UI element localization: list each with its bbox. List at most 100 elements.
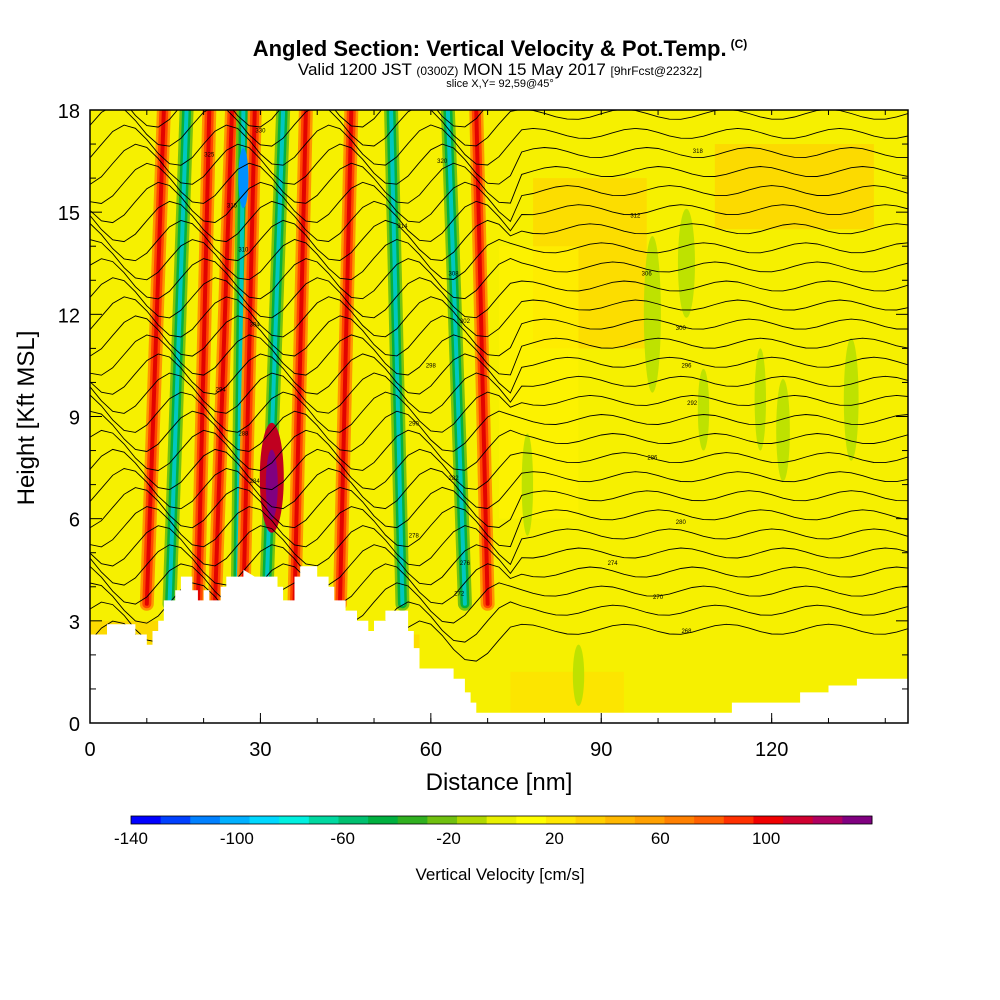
colorbar-swatch (605, 816, 636, 824)
downdraft-core (238, 148, 249, 209)
contour-label: 292 (687, 401, 698, 407)
theta-contour-line (90, 353, 908, 395)
contour-label: 296 (681, 363, 692, 369)
contour-label: 314 (397, 224, 408, 230)
theta-contour-line (90, 391, 908, 433)
velocity-band (389, 110, 405, 606)
updraft-core-peak (265, 449, 278, 520)
theta-contour-line (90, 143, 908, 185)
colorbar-swatch (694, 816, 725, 824)
velocity-band (292, 110, 308, 606)
colorbar-swatch (160, 816, 191, 824)
y-tick-label: 3 (69, 612, 80, 634)
title-tag: (C) (730, 36, 748, 51)
colorbar-swatch (190, 816, 221, 824)
contour-label: 274 (608, 561, 619, 567)
velocity-band (445, 110, 467, 606)
theta-contour-line (90, 68, 908, 108)
theta-contour-line (90, 162, 908, 204)
weak-downdraft-cell (521, 433, 534, 536)
colorbar-swatch (249, 816, 280, 824)
contour-label: 276 (460, 561, 471, 567)
y-tick-label: 18 (58, 101, 80, 123)
contour-label: 320 (437, 159, 448, 165)
colorbar-swatch (308, 816, 339, 824)
contour-label: 282 (449, 476, 460, 482)
warm-patch (499, 246, 579, 519)
theta-contour-line (90, 219, 908, 262)
contour-label: 318 (693, 149, 704, 155)
colorbar-swatch (842, 816, 873, 824)
x-axis-label: Distance [nm] (426, 769, 573, 796)
theta-contours: 330 325 320 318 316 314 312 310 308 306 304 302 300 2… (90, 68, 908, 662)
theta-contour-line (90, 429, 908, 472)
colorbar-swatch (516, 816, 547, 824)
contour-label: 312 (630, 214, 641, 220)
weak-downdraft-cell (697, 368, 710, 451)
theta-contour-line (90, 296, 908, 338)
colorbar-label: Vertical Velocity [cm/s] (415, 865, 584, 884)
colorbar-swatch (545, 816, 577, 824)
colorbar-tick-label: -20 (436, 829, 461, 848)
colorbar-swatch (397, 816, 428, 824)
contour-label: 310 (238, 248, 249, 254)
weak-downdraft-cell (643, 236, 661, 393)
colorbar-swatch (486, 816, 517, 824)
velocity-band (241, 110, 257, 606)
colorbar-swatch (131, 816, 162, 824)
colorbar-swatch (783, 816, 814, 824)
colorbar-tick-label: 60 (651, 829, 670, 848)
chart-subtitle: Valid 1200 JST (0300Z) MON 15 May 2017 [… (297, 60, 703, 79)
contour-label: 268 (681, 629, 692, 635)
theta-contour-line (90, 239, 908, 281)
x-tick-label: 0 (84, 739, 95, 761)
contour-label: 325 (204, 152, 215, 158)
theta-contour-line (90, 372, 908, 414)
colorbar-swatch (634, 816, 666, 824)
colorbar: -140 -100 -60 -20 20 60 100 (114, 815, 873, 848)
slice-label: slice X,Y= 92,59@45° (446, 78, 554, 90)
colorbar-swatch (279, 816, 310, 824)
contour-label: 330 (255, 128, 266, 134)
x-tick-label: 120 (755, 739, 788, 761)
theta-contour-line (90, 525, 908, 567)
contour-label: 316 (227, 203, 238, 209)
colorbar-swatch (457, 816, 488, 824)
x-tick-label: 30 (249, 739, 271, 761)
contour-label: 294 (216, 387, 227, 393)
theta-contour-line (90, 277, 908, 319)
theta-contour-line (90, 410, 908, 452)
contour-label: 278 (409, 534, 420, 540)
warm-patch (714, 144, 874, 230)
velocity-band (337, 110, 354, 606)
axes: 0 30 60 90 120 0 3 6 9 12 15 18 (58, 101, 908, 761)
colorbar-tick-label: 20 (545, 829, 564, 848)
theta-contour-line (90, 181, 908, 224)
contour-label: 270 (653, 595, 664, 601)
colorbar-swatch (753, 816, 784, 824)
contour-label: 286 (647, 455, 658, 461)
colorbar-tick-label: -140 (114, 829, 148, 848)
theta-contour-line (90, 200, 908, 243)
y-axis-label: Height [Kft MSL] (13, 331, 40, 506)
colorbar-frame (130, 815, 873, 825)
contour-label: 288 (238, 432, 249, 438)
y-tick-label: 6 (69, 510, 80, 532)
colorbar-swatch (664, 816, 695, 824)
terrain-profile (90, 566, 908, 723)
y-tick-label: 15 (58, 203, 80, 225)
velocity-band (167, 110, 189, 606)
colorbar-swatch (368, 816, 399, 824)
weak-downdraft-cell (776, 379, 790, 482)
theta-contour-line (90, 110, 908, 147)
contour-label: 306 (642, 271, 653, 277)
weak-downdraft-cell (572, 644, 585, 706)
contour-label: 300 (676, 326, 687, 332)
x-tick-label: 90 (590, 739, 612, 761)
colorbar-swatch (812, 816, 843, 824)
colorbar-swatch (427, 816, 458, 824)
theta-contour-line (90, 124, 908, 166)
contour-label: 290 (409, 421, 420, 427)
colorbar-swatch (219, 816, 251, 824)
